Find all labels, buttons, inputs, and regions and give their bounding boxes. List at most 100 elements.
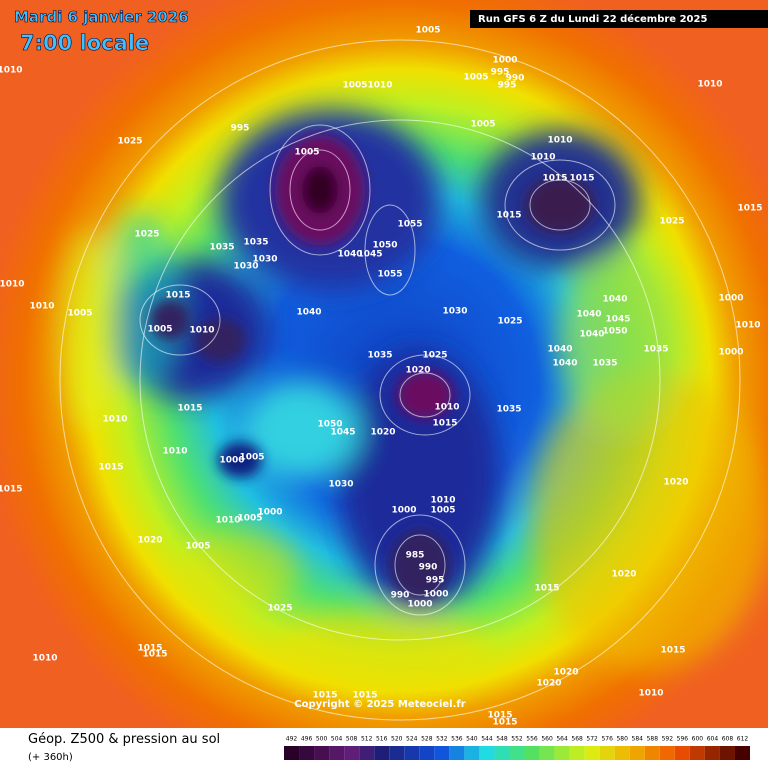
pressure-label: 1030 — [252, 255, 277, 265]
pressure-label: 1010 — [0, 280, 25, 290]
legend-swatch — [329, 746, 345, 760]
pressure-label: 1005 — [342, 81, 367, 91]
pressure-label: 1010 — [530, 153, 555, 163]
run-info: Run GFS 6 Z du Lundi 22 décembre 2025 — [478, 13, 707, 25]
pressure-label: 1010 — [434, 403, 459, 413]
pressure-label: 1035 — [592, 359, 617, 369]
pressure-label: 1015 — [432, 419, 457, 429]
legend-swatch — [524, 746, 540, 760]
pressure-label: 1035 — [496, 405, 521, 415]
legend-label: 496 — [301, 736, 313, 743]
pressure-label: 1015 — [137, 644, 162, 654]
pressure-label: 1005 — [239, 453, 264, 463]
pressure-label: 1025 — [117, 137, 142, 147]
pressure-label: 1015 — [487, 711, 512, 721]
pressure-label: 1000 — [257, 508, 282, 518]
legend-label: 612 — [737, 736, 749, 743]
legend-swatch — [359, 746, 375, 760]
pressure-label: 1000 — [219, 456, 244, 466]
legend-swatch — [464, 746, 480, 760]
pressure-label: 995 — [426, 576, 445, 586]
pressure-label: 1050 — [317, 420, 342, 430]
pressure-label: 1010 — [215, 516, 240, 526]
legend-label: 508 — [346, 736, 358, 743]
copyright: Copyright © 2025 Meteociel.fr — [294, 699, 465, 710]
pressure-label: 1005 — [470, 120, 495, 130]
legend-swatch — [479, 746, 495, 760]
legend-swatch — [389, 746, 405, 760]
legend-label: 544 — [481, 736, 493, 743]
legend-label: 568 — [571, 736, 583, 743]
pressure-label: 1015 — [542, 174, 567, 184]
legend-swatch — [734, 746, 750, 760]
pressure-label: 1040 — [579, 330, 604, 340]
pressure-label: 1020 — [137, 536, 162, 546]
pressure-label: 1040 — [552, 359, 577, 369]
legend-label: 492 — [286, 736, 298, 743]
pressure-label: 1055 — [377, 270, 402, 280]
legend-label: 572 — [586, 736, 598, 743]
date: Mardi 6 janvier 2026 — [14, 8, 189, 26]
legend-label: 600 — [692, 736, 704, 743]
legend-swatch — [674, 746, 690, 760]
legend-swatch — [284, 746, 300, 760]
legend-label: 536 — [451, 736, 463, 743]
pressure-label: 1010 — [32, 654, 57, 664]
legend-label: 580 — [616, 736, 628, 743]
pressure-label: 1045 — [605, 315, 630, 325]
pressure-label: 1005 — [147, 325, 172, 335]
legend-label: 560 — [541, 736, 553, 743]
pressure-label: 1050 — [372, 241, 397, 251]
pressure-label: 1030 — [328, 480, 353, 490]
pressure-label: 1055 — [397, 220, 422, 230]
legend-label: 588 — [647, 736, 659, 743]
pressure-label: 1040 — [296, 308, 321, 318]
pressure-label: 1005 — [67, 309, 92, 319]
legend-swatch — [689, 746, 705, 760]
pressure-label: 1010 — [0, 66, 23, 76]
pressure-label: 1025 — [497, 317, 522, 327]
pressure-label: 1035 — [643, 345, 668, 355]
pressure-label: 1005 — [430, 506, 455, 516]
legend-label: 524 — [406, 736, 418, 743]
legend-label: 552 — [511, 736, 523, 743]
pressure-label: 990 — [419, 563, 438, 573]
pressure-label: 1040 — [602, 295, 627, 305]
pressure-label: 1000 — [407, 600, 432, 610]
pressure-label: 995 — [498, 81, 517, 91]
footer-lead: (+ 360h) — [28, 752, 73, 763]
pressure-label: 1030 — [442, 307, 467, 317]
pressure-label: 1025 — [267, 604, 292, 614]
pressure-label: 1015 — [177, 404, 202, 414]
pressure-label: 1010 — [735, 321, 760, 331]
fields — [60, 110, 768, 690]
pressure-label: 1015 — [312, 691, 337, 701]
pressure-label: 1010 — [547, 136, 572, 146]
pressure-label: 995 — [231, 124, 250, 134]
pressure-label: 1015 — [0, 485, 23, 495]
run-box — [470, 10, 768, 28]
pressure-label: 1035 — [367, 351, 392, 361]
pressure-label: 1045 — [357, 250, 382, 260]
pressure-label: 1025 — [659, 217, 684, 227]
legend-swatch — [299, 746, 315, 760]
legend-swatch — [344, 746, 360, 760]
pressure-label: 1010 — [162, 447, 187, 457]
legend-swatch — [704, 746, 720, 760]
legend-swatch — [584, 746, 600, 760]
legend-label: 584 — [632, 736, 644, 743]
pressure-label: 1000 — [492, 56, 517, 66]
legend-label: 504 — [331, 736, 343, 743]
pressure-label: 1015 — [496, 211, 521, 221]
legend-label: 564 — [556, 736, 568, 743]
legend-label: 520 — [391, 736, 403, 743]
pressure-label: 1025 — [422, 351, 447, 361]
pressure-label: 1010 — [430, 496, 455, 506]
pressure-label: 1015 — [142, 650, 167, 660]
legend-label: 532 — [436, 736, 448, 743]
legend-swatch — [374, 746, 390, 760]
pressure-label: 1035 — [209, 243, 234, 253]
legend-label: 592 — [662, 736, 674, 743]
legend-swatch — [449, 746, 465, 760]
